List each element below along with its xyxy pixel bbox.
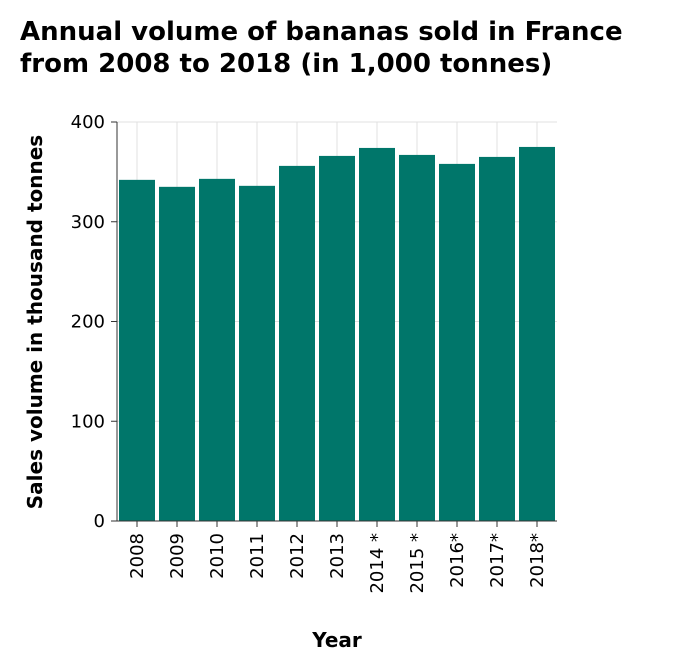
x-tick-label: 2012 <box>287 533 308 579</box>
x-tick-label: 2011 <box>247 533 268 579</box>
bar <box>159 186 195 521</box>
x-tick-label: 2009 <box>167 533 188 579</box>
bar <box>319 155 355 522</box>
bar <box>119 179 155 522</box>
x-axis-ticks: 2008 2009 2010 2011 2012 2013 2014 * 2015 * 2016… <box>127 521 548 594</box>
bar <box>199 178 235 522</box>
y-tick-label: 200 <box>71 312 105 333</box>
chart-title-line-2: from 2008 to 2018 (in 1,000 tonnes) <box>20 49 553 79</box>
chart-title-line-1: Annual volume of bananas sold in France <box>20 17 623 47</box>
x-tick-label: 2008 <box>127 533 148 579</box>
bar <box>439 163 475 521</box>
x-tick-label: 2018* <box>527 533 548 588</box>
y-tick-label: 300 <box>71 212 105 233</box>
x-tick-label: 2015 * <box>407 533 428 594</box>
bars <box>119 146 555 522</box>
x-tick-label: 2016* <box>447 533 468 588</box>
bar <box>359 147 395 521</box>
x-tick-label: 2013 <box>327 533 348 579</box>
y-tick-label: 0 <box>94 511 105 532</box>
y-tick-label: 400 <box>71 112 105 133</box>
bar <box>399 154 435 522</box>
y-tick-label: 100 <box>71 411 105 432</box>
bar <box>239 185 275 521</box>
x-tick-label: 2010 <box>207 533 228 579</box>
x-tick-label: 2014 * <box>367 533 388 594</box>
bar <box>279 165 315 521</box>
x-axis-title: Year <box>311 628 362 652</box>
x-tick-label: 2017* <box>487 533 508 588</box>
y-axis-ticks: 0 100 200 300 400 <box>71 112 117 532</box>
bar <box>519 146 555 521</box>
chart-title: Annual volume of bananas sold in France … <box>20 16 680 80</box>
bar <box>479 156 515 521</box>
y-axis-title: Sales volume in thousand tonnes <box>23 135 47 509</box>
